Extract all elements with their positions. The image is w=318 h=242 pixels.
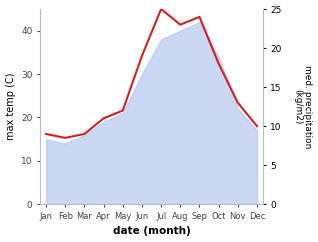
- X-axis label: date (month): date (month): [113, 227, 190, 236]
- Y-axis label: max temp (C): max temp (C): [5, 73, 16, 140]
- Y-axis label: med. precipitation
(kg/m2): med. precipitation (kg/m2): [293, 65, 313, 148]
